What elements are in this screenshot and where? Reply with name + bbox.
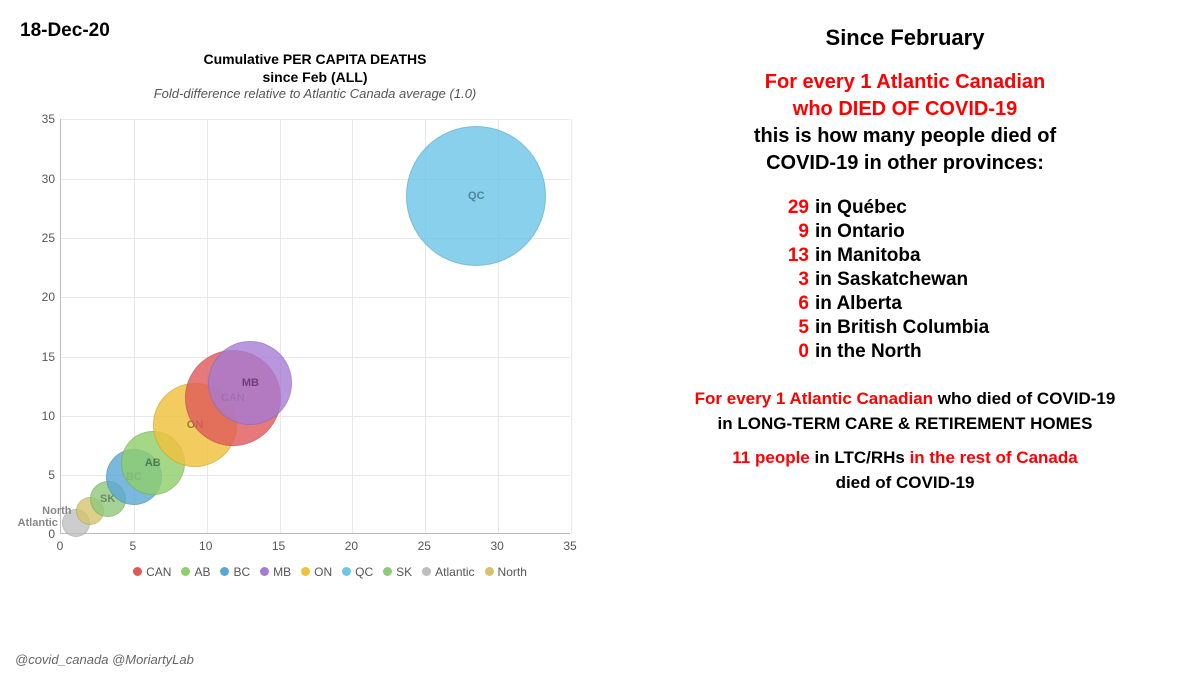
footer-black-1: who died of COVID-19 bbox=[933, 389, 1115, 408]
stat-number: 5 bbox=[735, 317, 815, 339]
right-title: Since February bbox=[640, 25, 1170, 51]
bubble-chart: Atlantic North SK BC AB ON CAN MB QC 00 5 5 10 10 15 1… bbox=[20, 109, 590, 579]
y-tick-label: 30 bbox=[42, 172, 55, 186]
footer-red-1: For every 1 Atlantic Canadian bbox=[695, 389, 933, 408]
stat-location: in Alberta bbox=[815, 293, 902, 315]
footer-black-4: died of COVID-19 bbox=[836, 473, 975, 492]
stat-number: 29 bbox=[735, 197, 815, 219]
legend-label: AB bbox=[194, 565, 210, 579]
stat-row: 13 in Manitoba bbox=[735, 245, 1075, 267]
legend-item-on: ON bbox=[301, 565, 332, 579]
bubble-mb: MB bbox=[208, 341, 292, 425]
x-tick-label: 30 bbox=[490, 539, 503, 553]
lead-black-line2: COVID-19 in other provinces: bbox=[766, 152, 1044, 174]
stat-number: 9 bbox=[735, 221, 815, 243]
legend-label: QC bbox=[355, 565, 373, 579]
left-panel: 18-Dec-20 Cumulative PER CAPITA DEATHS s… bbox=[0, 0, 620, 675]
stat-location: in Saskatchewan bbox=[815, 269, 968, 291]
chart-subtitle: Fold-difference relative to Atlantic Can… bbox=[20, 86, 610, 101]
credit-line: @covid_canada @MoriartyLab bbox=[15, 652, 194, 667]
stat-location: in Ontario bbox=[815, 221, 905, 243]
y-tick-label: 20 bbox=[42, 290, 55, 304]
lead-black-1: this is how many people died of COVID-19… bbox=[640, 123, 1170, 177]
stat-location: in Manitoba bbox=[815, 245, 921, 267]
stat-location: in British Columbia bbox=[815, 317, 989, 339]
stat-number: 6 bbox=[735, 293, 815, 315]
y-tick-label: 0 bbox=[48, 527, 55, 541]
stat-row: 0 in the North bbox=[735, 341, 1075, 363]
legend-dot-icon bbox=[485, 567, 494, 576]
plot-area: AtlanticNorthSKBCABONCANMBQC bbox=[60, 119, 570, 534]
stat-row: 3 in Saskatchewan bbox=[735, 269, 1075, 291]
stat-row: 9 in Ontario bbox=[735, 221, 1075, 243]
footer-red-2: 11 people bbox=[732, 448, 809, 467]
y-tick-label: 35 bbox=[42, 112, 55, 126]
legend-item-ab: AB bbox=[181, 565, 210, 579]
right-panel: Since February For every 1 Atlantic Cana… bbox=[620, 0, 1200, 675]
legend-label: Atlantic bbox=[435, 565, 474, 579]
stat-location: in Québec bbox=[815, 197, 907, 219]
stat-number: 0 bbox=[735, 341, 815, 363]
legend-item-atlantic: Atlantic bbox=[422, 565, 474, 579]
legend-dot-icon bbox=[181, 567, 190, 576]
legend-label: BC bbox=[233, 565, 250, 579]
lead-red-1: For every 1 Atlantic Canadian bbox=[640, 69, 1170, 96]
legend-label: ON bbox=[314, 565, 332, 579]
footer-black-2: in LONG-TERM CARE & RETIREMENT HOMES bbox=[718, 414, 1093, 433]
x-tick-label: 10 bbox=[199, 539, 212, 553]
legend-item-north: North bbox=[485, 565, 527, 579]
legend-dot-icon bbox=[133, 567, 142, 576]
legend-item-mb: MB bbox=[260, 565, 291, 579]
x-tick-label: 5 bbox=[130, 539, 137, 553]
legend-label: North bbox=[498, 565, 527, 579]
footer-black-3: in LTC/RHs bbox=[810, 448, 910, 467]
legend-dot-icon bbox=[342, 567, 351, 576]
x-tick-label: 20 bbox=[345, 539, 358, 553]
legend-dot-icon bbox=[383, 567, 392, 576]
province-stat-list: 29 in Québec9 in Ontario13 in Manitoba3 … bbox=[735, 197, 1075, 363]
legend-dot-icon bbox=[422, 567, 431, 576]
y-tick-label: 25 bbox=[42, 231, 55, 245]
lead-red-2: who DIED OF COVID-19 bbox=[640, 96, 1170, 123]
date-header: 18-Dec-20 bbox=[20, 20, 610, 42]
stat-location: in the North bbox=[815, 341, 922, 363]
x-tick-label: 15 bbox=[272, 539, 285, 553]
stat-number: 3 bbox=[735, 269, 815, 291]
legend-label: CAN bbox=[146, 565, 171, 579]
y-tick-label: 10 bbox=[42, 409, 55, 423]
legend-item-bc: BC bbox=[220, 565, 250, 579]
stat-row: 6 in Alberta bbox=[735, 293, 1075, 315]
legend-dot-icon bbox=[301, 567, 310, 576]
stat-row: 5 in British Columbia bbox=[735, 317, 1075, 339]
chart-title-line2: since Feb (ALL) bbox=[20, 68, 610, 86]
legend-item-qc: QC bbox=[342, 565, 373, 579]
legend-item-sk: SK bbox=[383, 565, 412, 579]
lead-black-line1: this is how many people died of bbox=[754, 125, 1056, 147]
chart-title-line1: Cumulative PER CAPITA DEATHS bbox=[20, 50, 610, 68]
stat-row: 29 in Québec bbox=[735, 197, 1075, 219]
bubble-qc: QC bbox=[406, 126, 546, 266]
x-tick-label: 25 bbox=[418, 539, 431, 553]
legend-label: SK bbox=[396, 565, 412, 579]
y-tick-label: 5 bbox=[48, 468, 55, 482]
bubble-label-north: North bbox=[42, 505, 71, 517]
legend-dot-icon bbox=[220, 567, 229, 576]
chart-legend: CAN AB BC MB ON QC SK Atlantic North bbox=[70, 565, 590, 580]
x-tick-label: 35 bbox=[563, 539, 576, 553]
x-tick-label: 0 bbox=[57, 539, 64, 553]
stat-number: 13 bbox=[735, 245, 815, 267]
y-tick-label: 15 bbox=[42, 350, 55, 364]
legend-item-can: CAN bbox=[133, 565, 171, 579]
footer-red-3: in the rest of Canada bbox=[910, 448, 1078, 467]
footer-block: For every 1 Atlantic Canadian who died o… bbox=[640, 387, 1170, 496]
legend-dot-icon bbox=[260, 567, 269, 576]
legend-label: MB bbox=[273, 565, 291, 579]
